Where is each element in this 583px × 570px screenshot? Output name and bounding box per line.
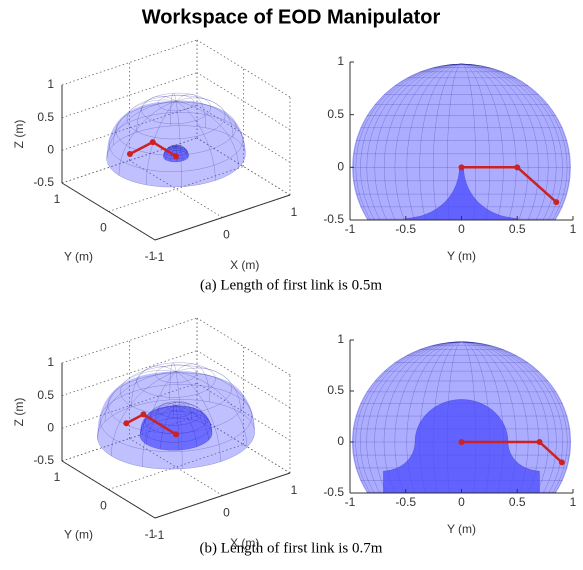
z-tick-label: 0.5 [37, 110, 54, 124]
arm-joint [140, 411, 146, 417]
y-tick-label: 0 [100, 221, 107, 235]
y-tick-label: -1 [145, 527, 156, 541]
arm-joint [173, 431, 179, 437]
arm-joint [150, 139, 156, 145]
y-tick-label: 0 [100, 499, 107, 513]
arm-joint [553, 199, 559, 205]
arm-joint [514, 164, 520, 170]
grid-line [197, 40, 290, 97]
x-tick-label: 0 [458, 222, 465, 236]
x-tick-label: 0.5 [509, 222, 526, 236]
grid-line [62, 40, 197, 85]
y-tick-label: 0 [337, 434, 344, 448]
caption: (b) Length of first link is 0.7m [200, 540, 383, 556]
x-tick-label: -1 [345, 495, 356, 509]
y-tick-label: 1 [54, 470, 61, 484]
arm-joint [123, 420, 129, 426]
z-tick-label: 0 [47, 421, 54, 435]
x-axis-label: Y (m) [447, 249, 476, 263]
y-tick-label: -0.5 [323, 485, 344, 499]
z-axis-label: Z (m) [12, 120, 26, 149]
x-tick-label: -0.5 [395, 222, 416, 236]
x-tick-label: 0.5 [509, 495, 526, 509]
y-axis [62, 183, 155, 240]
y-axis-label: Y (m) [64, 250, 93, 264]
arm-joint [537, 439, 543, 445]
z-tick-label: -0.5 [33, 453, 54, 467]
arm-joint [459, 439, 465, 445]
x-tick-label: -1 [345, 222, 356, 236]
grid-line [62, 318, 197, 363]
y-tick-label: 1 [337, 332, 344, 346]
x-tick-label: -0.5 [395, 495, 416, 509]
x-tick-label: 1 [570, 495, 577, 509]
arm-joint [173, 153, 179, 159]
figure: Workspace of EOD Manipulator (a) Length … [0, 0, 583, 570]
z-tick-label: 1 [47, 77, 54, 91]
y-tick-label: 0.5 [327, 107, 344, 121]
z-axis-label: Z (m) [12, 398, 26, 427]
y-tick-label: 1 [54, 192, 61, 206]
x-tick-label: 0 [458, 495, 465, 509]
y-tick-label: 1 [337, 54, 344, 68]
grid-line [197, 318, 290, 375]
y-axis [62, 461, 155, 518]
arm-joint [459, 164, 465, 170]
page: Workspace of EOD Manipulator (a) Length … [0, 0, 583, 570]
z-tick-label: 1 [47, 355, 54, 369]
arm-joint [559, 459, 565, 465]
x-tick-label: 0 [223, 228, 230, 242]
caption: (a) Length of first link is 0.5m [200, 277, 382, 293]
x-tick-label: 1 [570, 222, 577, 236]
y-axis-label: Y (m) [64, 528, 93, 542]
y-tick-label: 0.5 [327, 383, 344, 397]
y-tick-label: -0.5 [323, 212, 344, 226]
y-tick-label: -1 [145, 249, 156, 263]
z-tick-label: 0.5 [37, 388, 54, 402]
x-tick-label: 0 [223, 506, 230, 520]
z-tick-label: -0.5 [33, 175, 54, 189]
figure-title: Workspace of EOD Manipulator [142, 6, 441, 28]
y-tick-label: 0 [337, 160, 344, 174]
arm-joint [127, 151, 133, 157]
x-axis-label: X (m) [230, 258, 259, 272]
x-tick-label: 1 [291, 205, 298, 219]
x-axis-label: X (m) [230, 536, 259, 550]
x-tick-label: 1 [291, 483, 298, 497]
z-tick-label: 0 [47, 143, 54, 157]
x-axis-label: Y (m) [447, 522, 476, 536]
